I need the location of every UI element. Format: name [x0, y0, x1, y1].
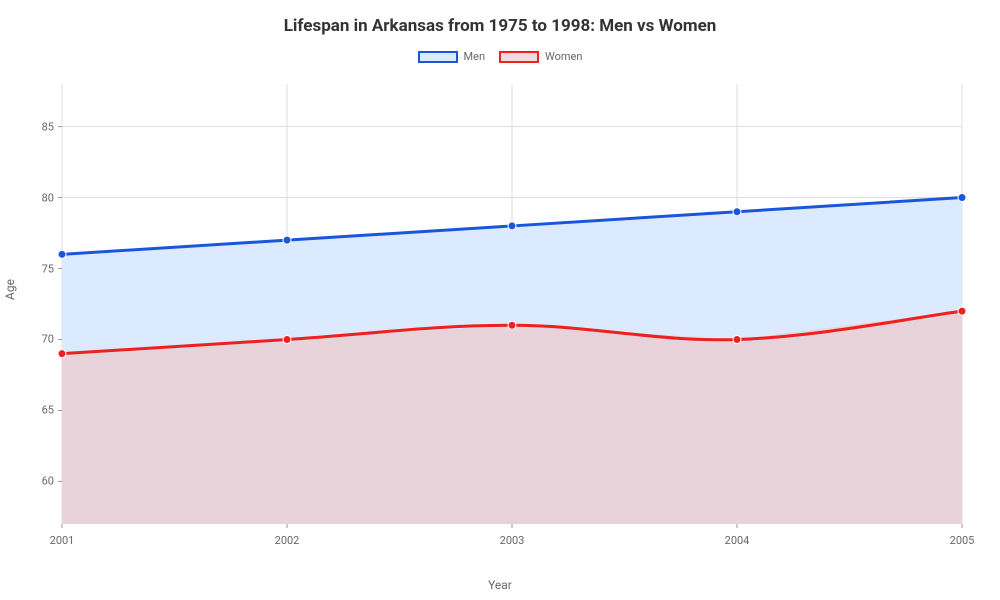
chart-legend: Men Women	[0, 50, 1000, 63]
y-tick-label: 70	[24, 333, 54, 346]
y-tick-label: 80	[24, 191, 54, 204]
y-tick-label: 60	[24, 475, 54, 488]
chart-svg	[62, 84, 962, 524]
y-tick-label: 65	[24, 404, 54, 417]
legend-label-men: Men	[464, 50, 486, 63]
x-axis-label: Year	[0, 578, 1000, 592]
legend-item-women: Women	[499, 50, 582, 63]
chart-title: Lifespan in Arkansas from 1975 to 1998: …	[0, 16, 1000, 36]
chart-container: Lifespan in Arkansas from 1975 to 1998: …	[0, 0, 1000, 600]
y-axis-label: Age	[3, 279, 17, 300]
x-tick-label: 2003	[500, 534, 525, 547]
legend-swatch-men	[418, 51, 458, 63]
x-tick-label: 2001	[50, 534, 75, 547]
legend-swatch-women	[499, 51, 539, 63]
plot-area: 606570758085 20012002200320042005	[62, 84, 962, 524]
legend-label-women: Women	[545, 50, 582, 63]
x-tick-label: 2005	[950, 534, 975, 547]
y-tick-label: 75	[24, 262, 54, 275]
x-tick-label: 2004	[725, 534, 750, 547]
legend-item-men: Men	[418, 50, 486, 63]
y-tick-label: 85	[24, 120, 54, 133]
x-tick-label: 2002	[275, 534, 300, 547]
